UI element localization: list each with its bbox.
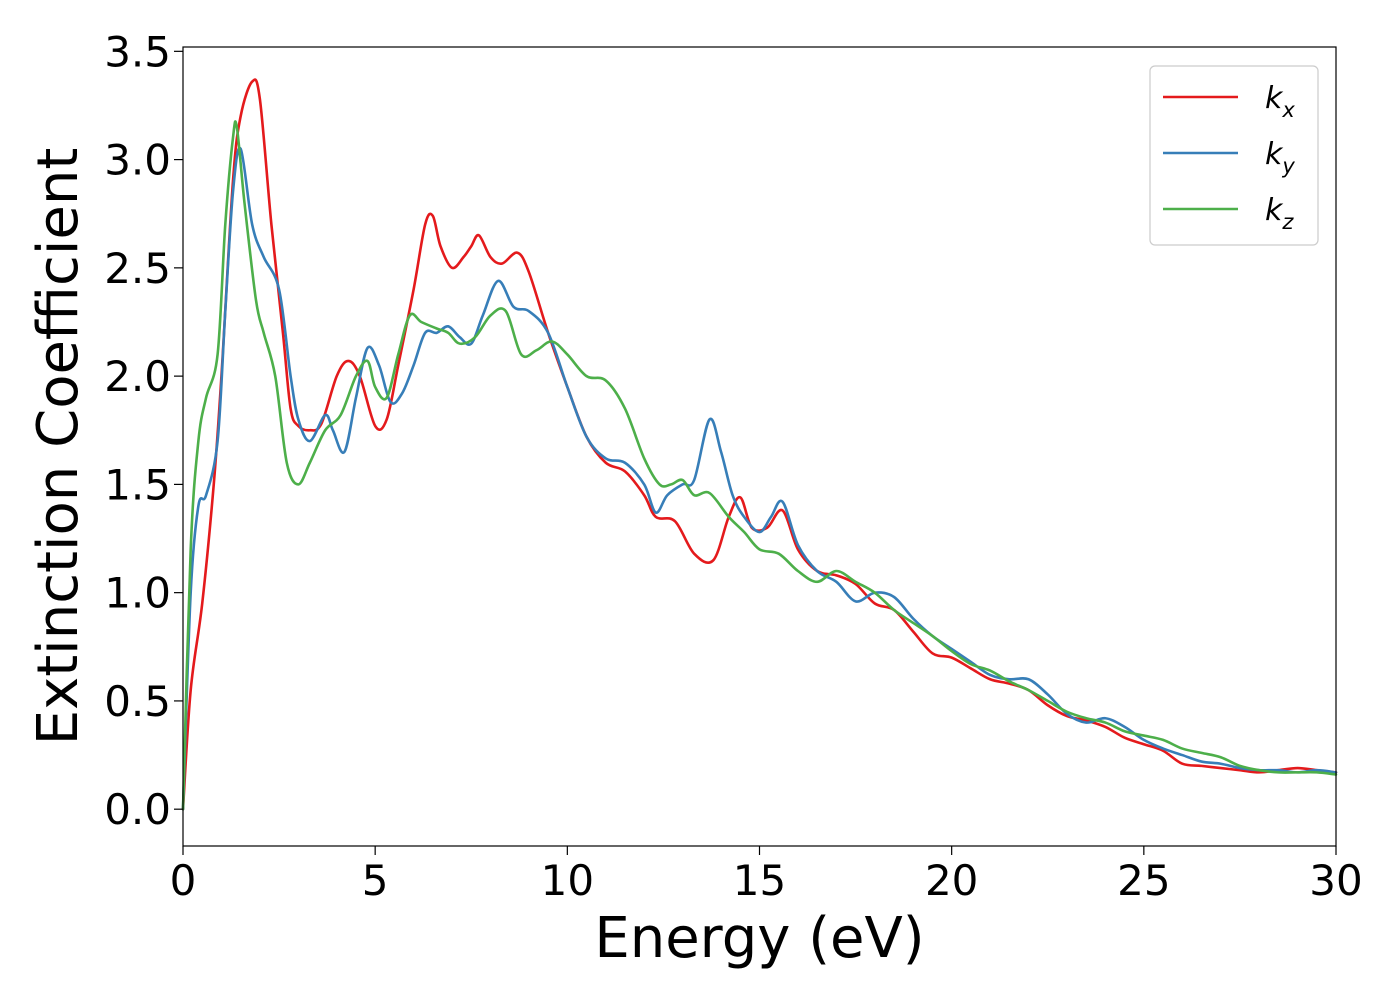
y-tick-label: 3.0 [104,136,171,185]
y-tick-label: 0.5 [104,677,171,726]
y-tick-label: 2.0 [104,352,171,401]
legend-subscript: x [1281,98,1295,122]
series-line-kx [181,78,1338,811]
y-tick-label: 0.0 [104,785,171,834]
y-tick-label: 1.0 [104,569,171,618]
series-line-ky [181,146,1338,811]
y-axis-label: Extinction Coefficient [26,148,91,746]
y-tick-label: 1.5 [104,460,171,509]
x-axis-label: Energy (eV) [594,906,924,971]
x-tick-label: 10 [541,856,594,905]
y-tick-label: 2.5 [104,244,171,293]
x-tick-label: 0 [170,856,197,905]
x-tick-label: 30 [1309,856,1362,905]
y-tick-label: 3.5 [104,27,171,76]
legend-box [1149,65,1319,246]
series-layer [181,78,1338,811]
legend-subscript: y [1281,154,1295,178]
x-tick-label: 5 [362,856,389,905]
legend-subscript: z [1281,210,1294,234]
x-axis-ticks: 0 5 10 15 20 25 30 [170,846,1363,905]
x-tick-label: 25 [1117,856,1170,905]
legend-label-ky: ky [1265,137,1295,178]
y-axis-ticks: 0.0 0.5 1.0 1.5 2.0 2.5 3.0 3.5 [104,27,183,834]
plot-area [183,47,1336,846]
x-tick-label: 20 [925,856,978,905]
x-tick-label: 15 [733,856,786,905]
series-line-kz [181,120,1338,811]
